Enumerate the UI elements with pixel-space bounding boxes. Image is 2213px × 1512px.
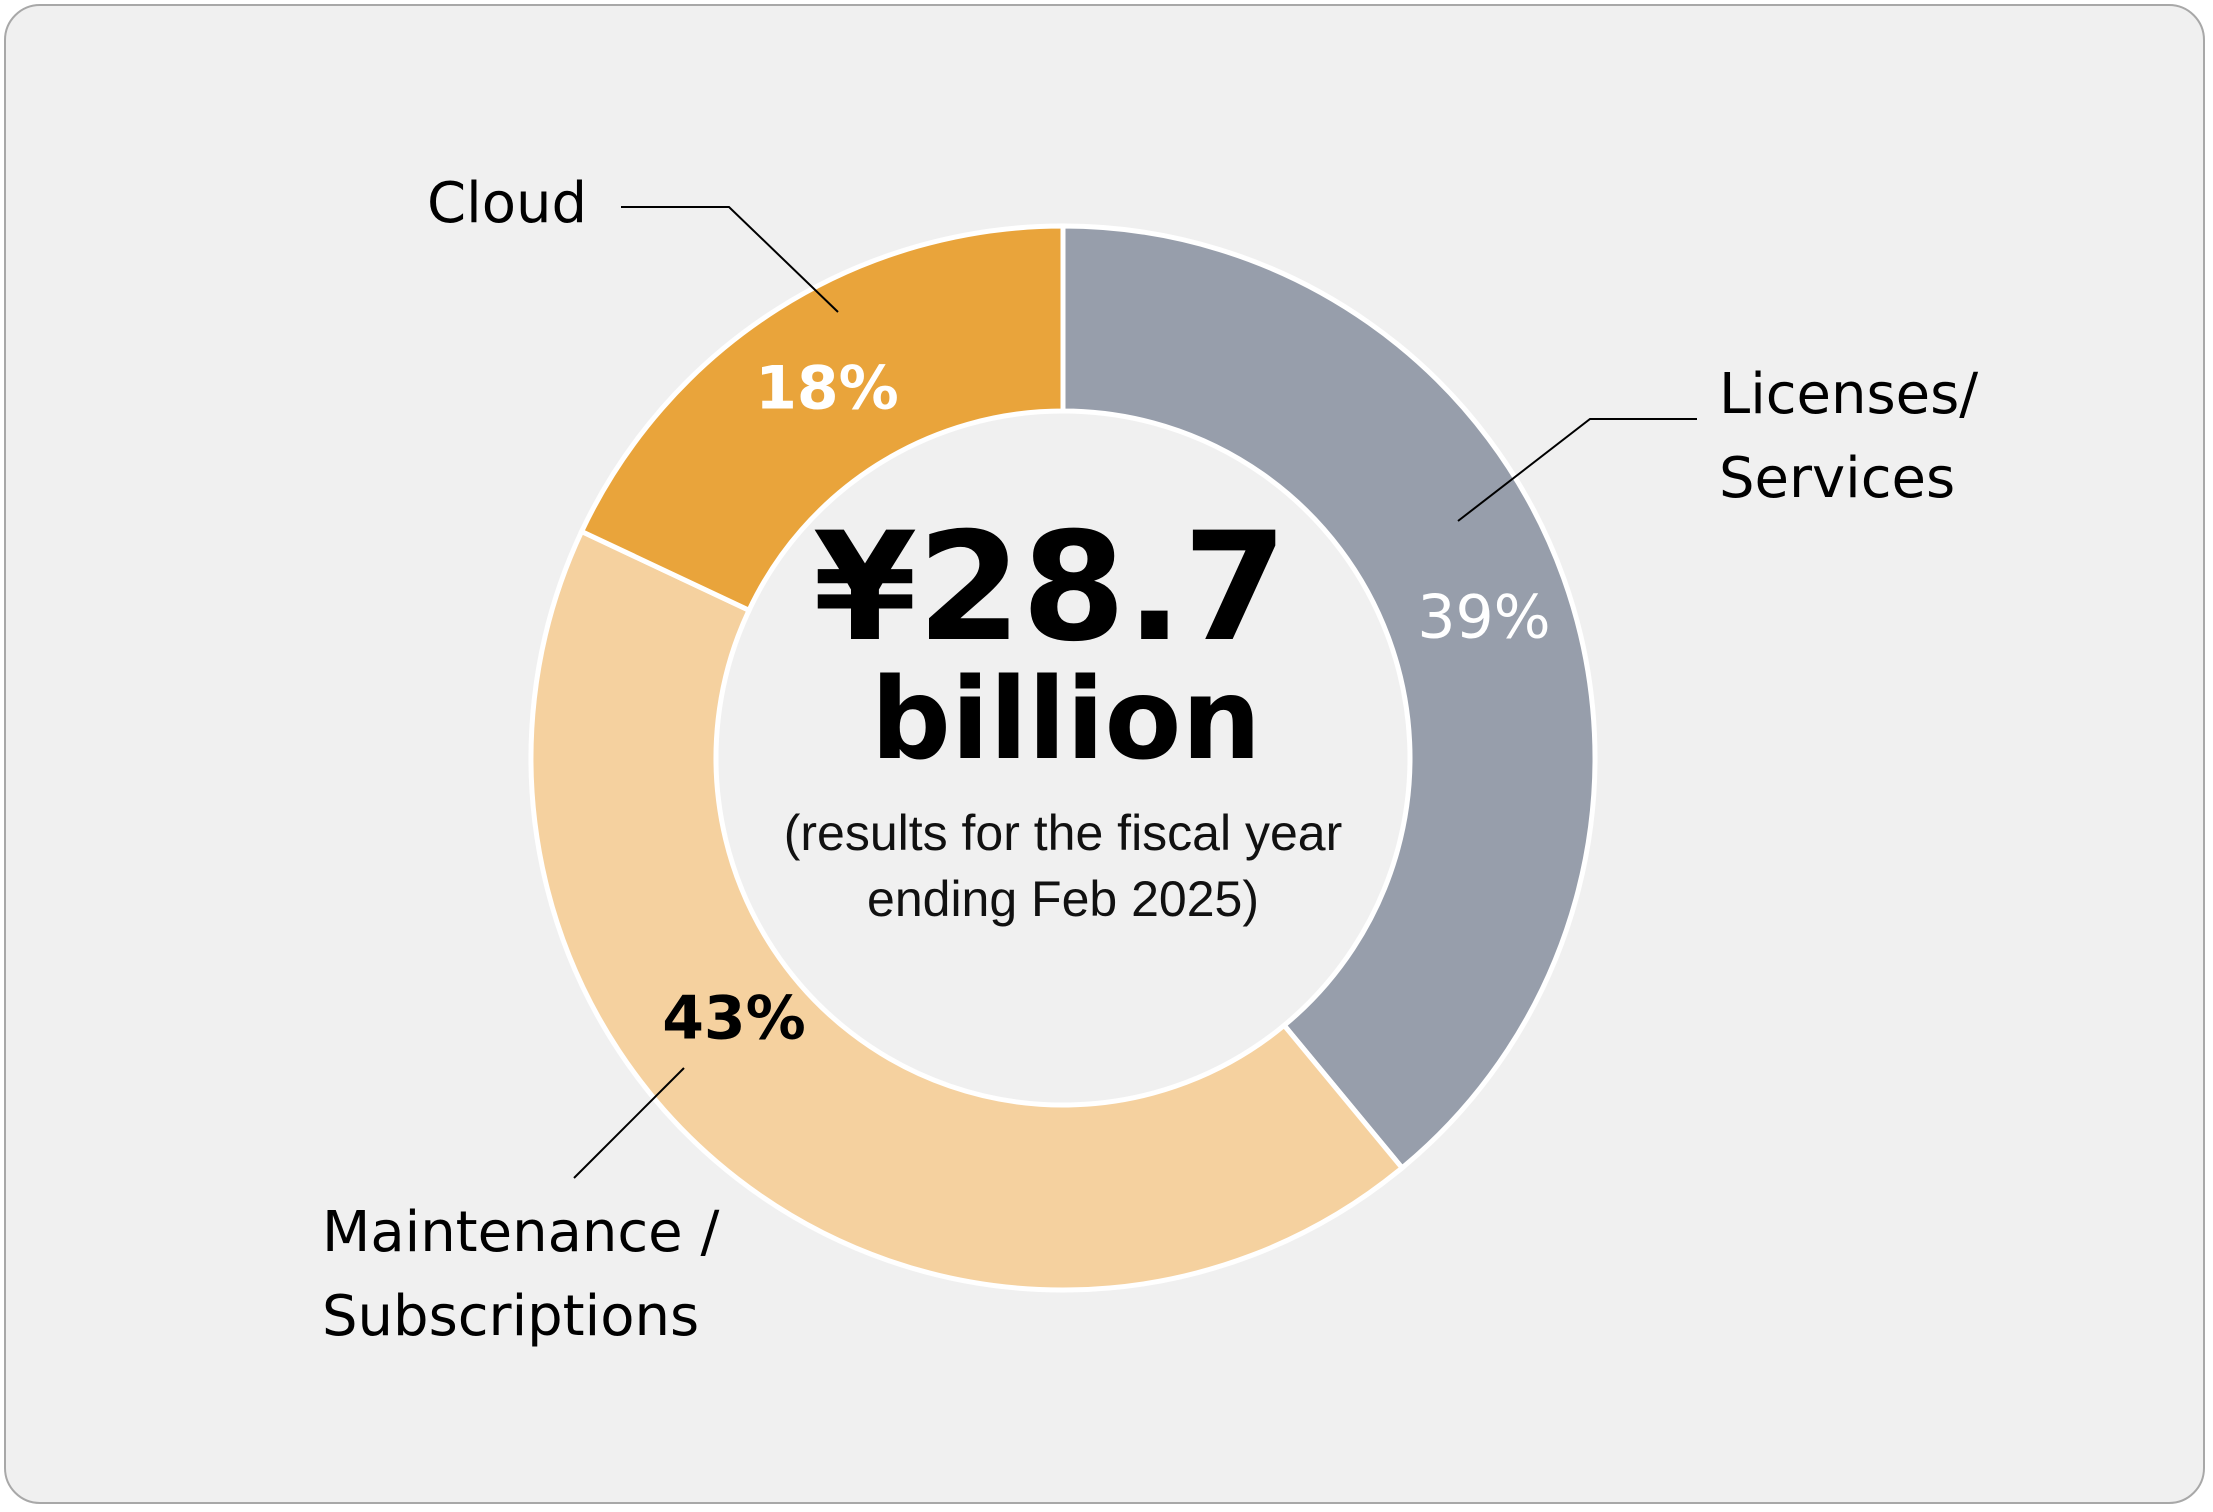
donut-slice: [1060, 223, 1598, 1172]
center-note: (results for the fiscal year ending Feb …: [783, 805, 1343, 927]
category-label: Licenses/Services: [1719, 362, 1978, 511]
value-label: 39%: [1417, 583, 1550, 653]
leader-line: [1457, 418, 1697, 522]
leader-line: [621, 206, 839, 313]
category-label: Maintenance / Subscriptions: [322, 1200, 719, 1349]
category-label: Cloud: [427, 171, 587, 236]
leader-line: [573, 1067, 685, 1179]
value-label: 18%: [755, 354, 899, 424]
donut-slice: [578, 223, 1066, 614]
center-value: ¥28.7: [813, 501, 1287, 675]
center-unit: billion: [871, 655, 1261, 785]
donut-slice: [528, 528, 1406, 1293]
value-label: 43%: [662, 984, 806, 1054]
